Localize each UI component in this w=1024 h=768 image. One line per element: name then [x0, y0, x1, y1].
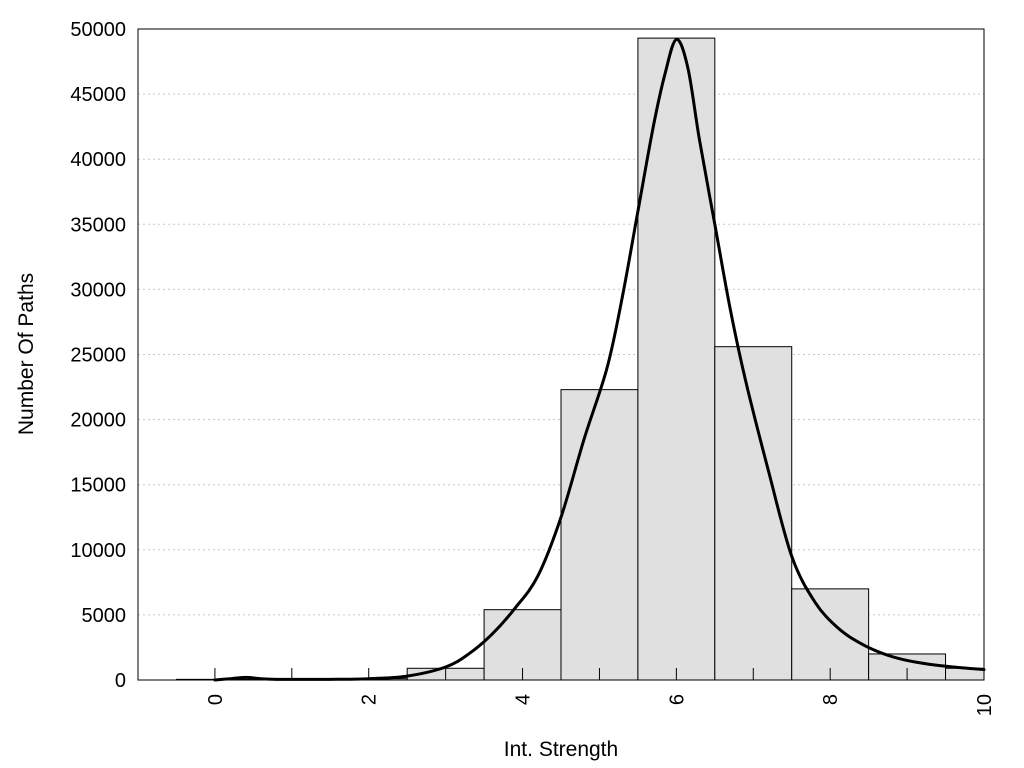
y-tick-label: 45000: [70, 84, 126, 106]
histogram-bars: [175, 37, 985, 681]
x-tick-label: 8: [820, 694, 842, 705]
grid-lines: [138, 93, 984, 616]
y-tick-label: 0: [115, 670, 126, 692]
y-tick-label: 25000: [70, 345, 126, 367]
y-tick-label: 30000: [70, 279, 126, 301]
y-tick-label: 40000: [70, 149, 126, 171]
fit-curve: [213, 37, 986, 682]
y-tick-label: 5000: [82, 605, 127, 627]
x-axis-labels: 0 2 4 6 8 10: [205, 694, 996, 716]
histogram-bar: [560, 389, 639, 681]
y-axis-title: Number Of Paths: [15, 273, 38, 435]
y-tick-label: 10000: [70, 540, 126, 562]
x-axis-title: Int. Strength: [504, 738, 618, 761]
y-tick-label: 35000: [70, 214, 126, 236]
x-tick-label: 2: [359, 694, 381, 705]
y-tick-label: 50000: [70, 19, 126, 41]
x-tick-label: 4: [513, 694, 535, 705]
x-tick-label: 6: [666, 694, 688, 705]
y-tick-label: 20000: [70, 410, 126, 432]
histogram-bar: [637, 37, 716, 681]
plot-frame: [137, 28, 985, 681]
histogram-bar: [791, 588, 870, 681]
x-tick-label: 0: [205, 694, 227, 705]
y-tick-label: 15000: [70, 475, 126, 497]
x-tick-label: 10: [974, 694, 996, 716]
y-axis-labels: 0 5000 10000 15000 20000 25000 30000 35000 40000…: [70, 19, 126, 692]
